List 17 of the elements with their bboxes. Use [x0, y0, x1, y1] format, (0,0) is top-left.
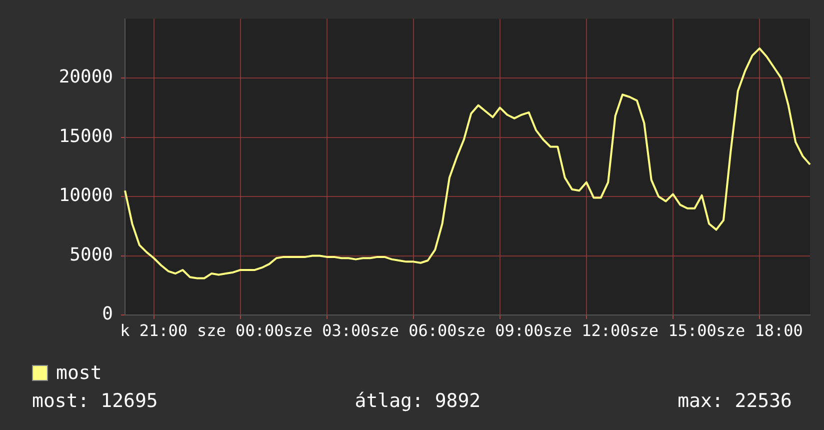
- y-tick-label: 15000: [58, 126, 113, 147]
- text: most: 12695: [32, 390, 158, 412]
- x-tick-label: sze 00:00: [197, 320, 284, 340]
- x-tick-label: k 21:00: [120, 320, 188, 340]
- x-tick-label: sze 15:00: [630, 320, 716, 340]
- text: max: 22536: [678, 390, 792, 412]
- x-tick-label: sze 06:00: [370, 320, 457, 340]
- y-tick-label: 20000: [58, 66, 113, 88]
- y-tick-label: 10000: [58, 185, 113, 206]
- y-tick-label: 0: [102, 304, 113, 325]
- x-tick-label: sze 09:00: [456, 320, 544, 340]
- y-tick-label: 5000: [70, 244, 113, 266]
- x-tick-label: sze 12:00: [543, 320, 630, 340]
- legend-label: most: [56, 362, 102, 384]
- x-tick-label: sze 18:00: [716, 320, 803, 340]
- text: átlag: 9892: [354, 390, 481, 412]
- x-tick-label: sze 03:00: [284, 320, 370, 340]
